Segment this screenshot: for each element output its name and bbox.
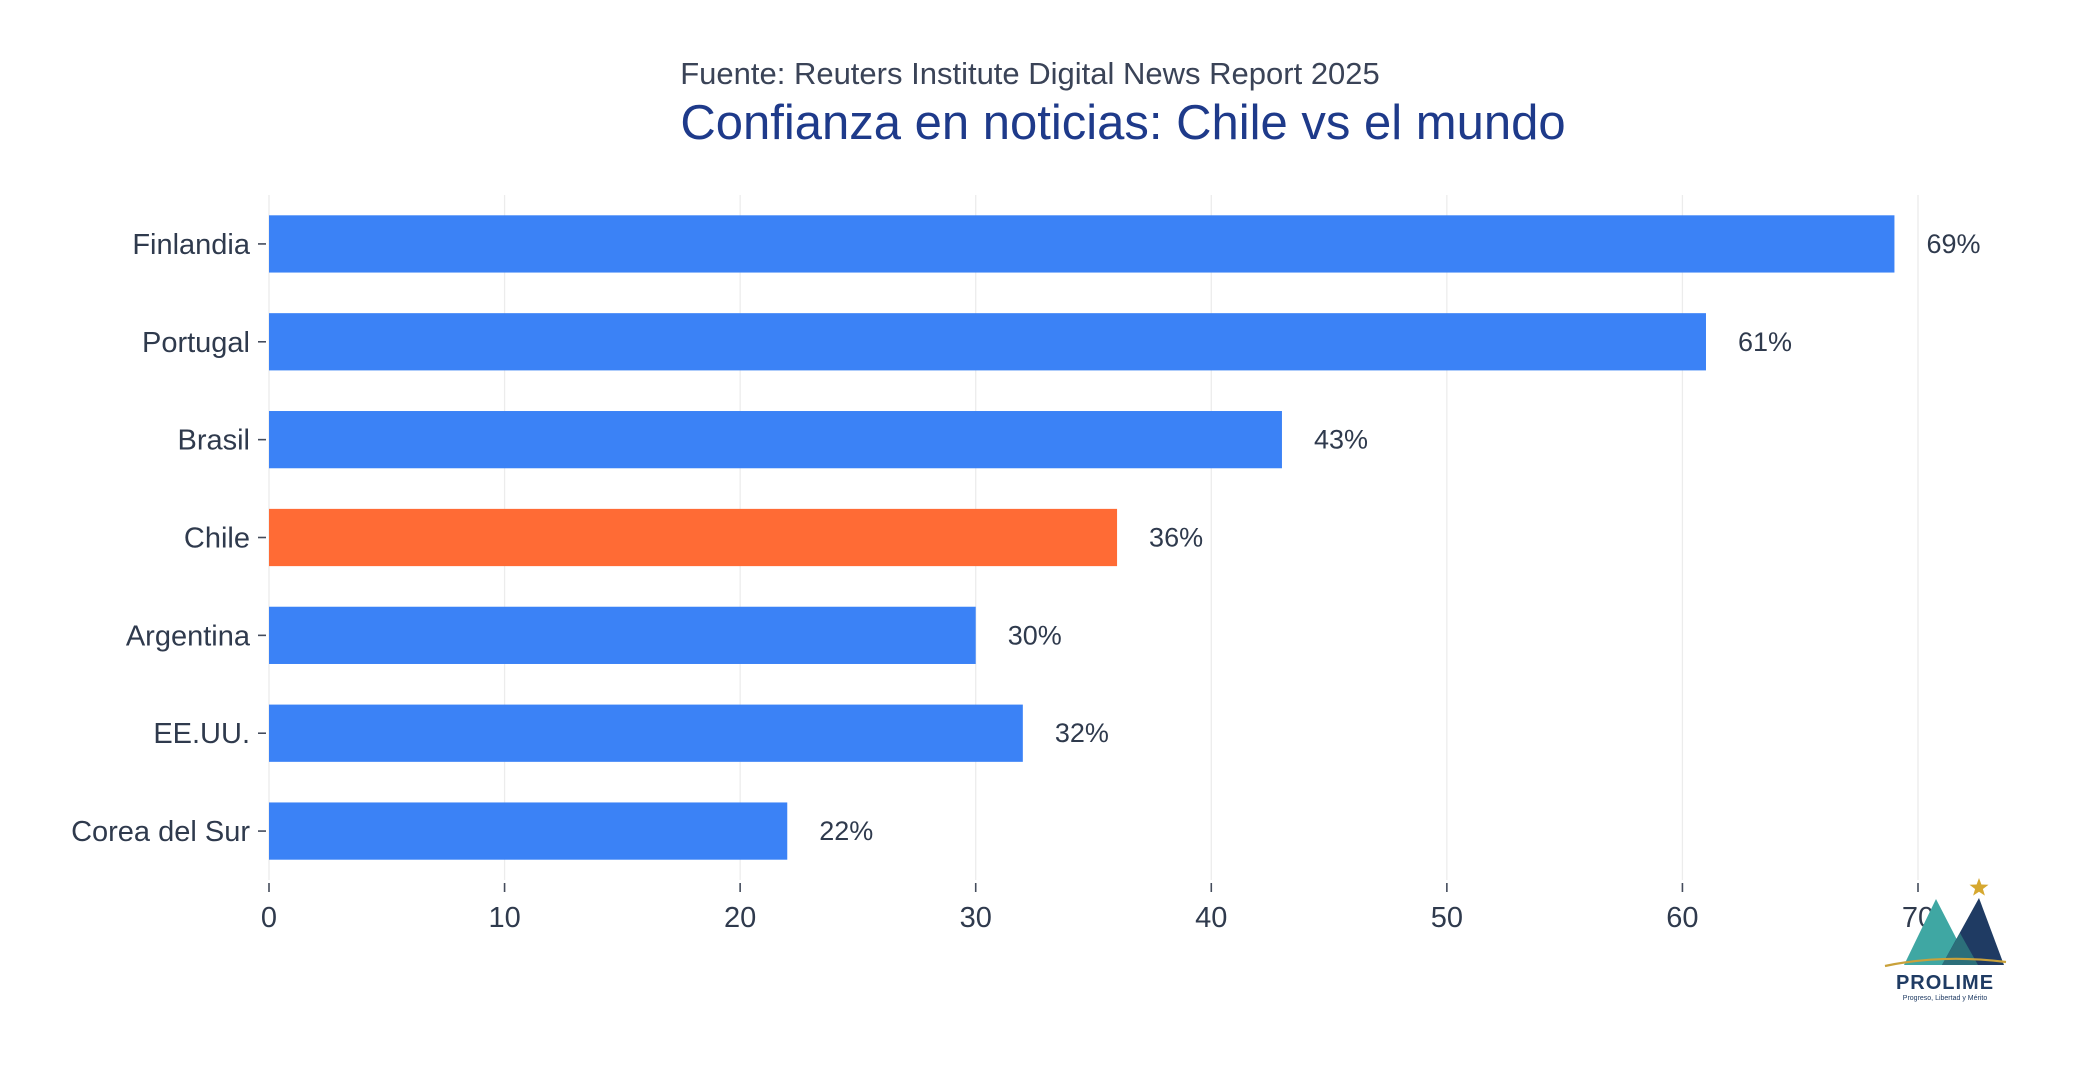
prolime-logo: PROLIME Progreso, Libertad y Mérito [1884,878,2007,1002]
bar [269,802,788,860]
bar [269,215,1895,273]
category-label: EE.UU. [153,718,250,750]
data-label: 61% [1738,327,1792,357]
axes: 0 10 20 30 40 50 60 70FinlandiaPortugalBrasilCh… [71,229,1934,934]
chart-title: Confianza en noticias: Chile vs el mundo [680,96,1565,150]
data-label: 36% [1149,523,1203,553]
x-tick-label: 50 [1431,902,1463,934]
logo-swoosh-icon [1884,957,2007,968]
logo-tagline: Progreso, Libertad y Mérito [1903,995,1988,1002]
category-label: Portugal [142,327,250,359]
data-label: 22% [819,816,873,846]
bar [269,508,1118,567]
x-tick-label: 60 [1666,902,1698,934]
bar [269,606,976,664]
bar [269,704,1023,762]
data-label: 32% [1055,718,1109,748]
logo-name: PROLIME [1896,972,1994,994]
logo-mountain-dark-teal-icon [1942,933,1978,965]
x-tick-label: 30 [960,902,992,934]
x-tick-label: 0 [261,902,277,934]
x-tick-label: 40 [1195,902,1227,934]
category-label: Finlandia [132,229,251,261]
x-tick-label: 10 [488,902,520,934]
data-label: 43% [1314,425,1368,455]
x-tick-label: 20 [724,902,756,934]
data-label: 69% [1926,229,1980,259]
bar [269,313,1706,371]
bar [269,411,1282,469]
category-label: Brasil [177,425,250,457]
category-label: Chile [184,523,250,555]
logo-star-icon [1969,878,1989,896]
chart-subtitle: Fuente: Reuters Institute Digital News R… [680,56,1380,91]
data-label: 30% [1008,620,1062,650]
category-label: Corea del Sur [71,816,250,848]
bars: 69% 61% 43% 36% 30% 32% 22% [269,215,1980,860]
category-label: Argentina [126,620,251,652]
